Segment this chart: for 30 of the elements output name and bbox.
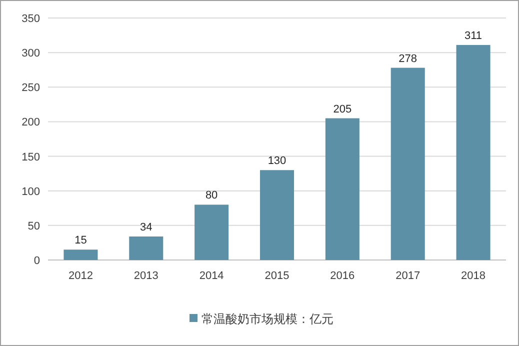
x-tick-label: 2014 — [199, 270, 224, 282]
bar — [129, 236, 164, 260]
legend-label: 常温酸奶市场规模：亿元 — [202, 312, 334, 326]
data-label: 34 — [140, 221, 152, 234]
data-label: 278 — [398, 52, 418, 65]
y-tick-label: 200 — [22, 116, 40, 129]
y-tick-label: 350 — [22, 13, 40, 25]
x-tick-label: 2016 — [330, 270, 355, 282]
x-tick-label: 2012 — [68, 270, 93, 282]
bar — [390, 68, 425, 260]
bar — [325, 118, 360, 260]
x-tick-label: 2015 — [264, 270, 290, 282]
bar — [194, 204, 229, 260]
x-tick-label: 2013 — [134, 270, 158, 282]
data-label: 15 — [74, 234, 87, 247]
x-tick-label: 2018 — [461, 270, 486, 282]
y-tick-label: 100 — [22, 186, 40, 198]
x-tick-label: 2017 — [396, 270, 420, 282]
data-label: 205 — [333, 103, 352, 116]
y-tick-label: 50 — [28, 220, 40, 232]
y-tick-label: 150 — [22, 151, 40, 164]
data-label: 311 — [464, 30, 482, 42]
bar — [456, 44, 490, 260]
y-tick-label: 0 — [34, 255, 40, 267]
bar — [64, 250, 98, 260]
data-label: 80 — [205, 190, 218, 202]
data-label: 130 — [268, 155, 286, 168]
y-tick-label: 250 — [22, 82, 40, 94]
y-tick-label: 300 — [22, 48, 40, 60]
bar — [260, 170, 294, 260]
